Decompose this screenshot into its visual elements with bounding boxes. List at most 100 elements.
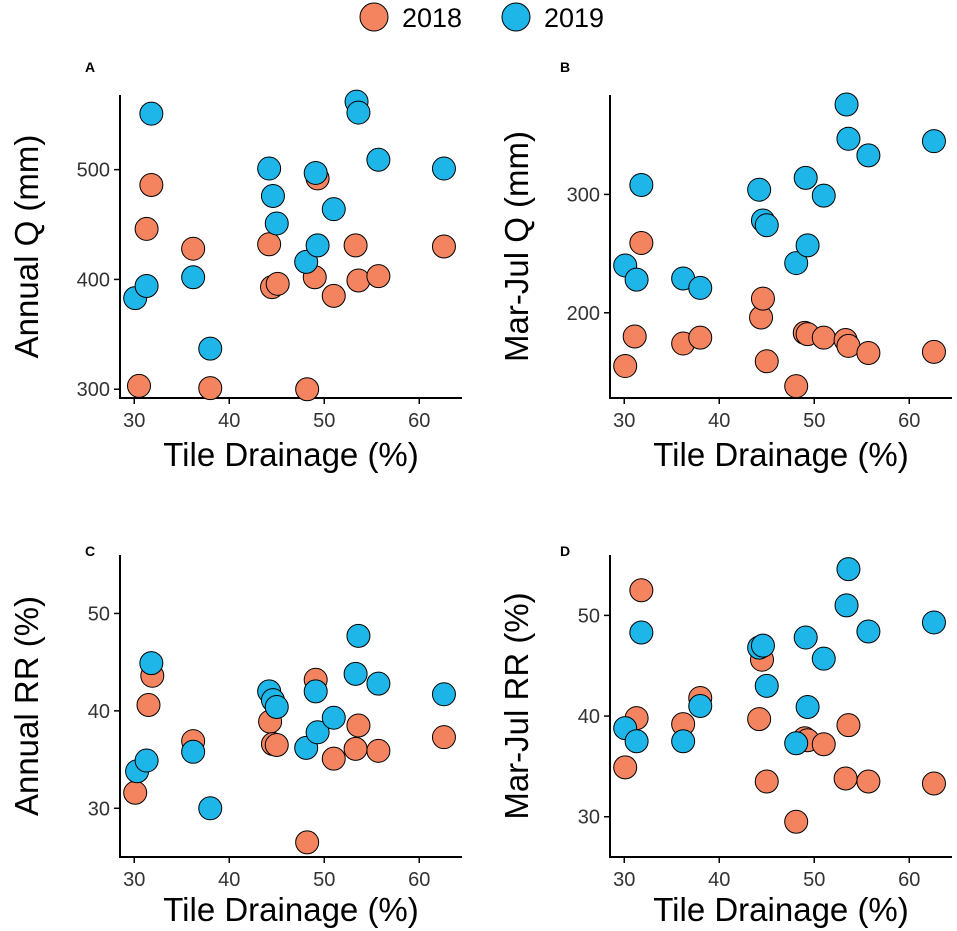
series-2019 bbox=[613, 92, 946, 300]
data-point-2019 bbox=[793, 625, 818, 650]
data-point-2019 bbox=[366, 671, 391, 696]
data-point-2019 bbox=[921, 610, 946, 635]
data-point-2018 bbox=[784, 374, 809, 399]
data-point-2018 bbox=[343, 736, 368, 761]
data-point-2018 bbox=[856, 341, 881, 366]
data-point-2018 bbox=[257, 232, 282, 257]
data-point-2019 bbox=[139, 101, 164, 126]
x-tick-label: 50 bbox=[313, 410, 335, 432]
data-point-2018 bbox=[295, 377, 320, 402]
y-tick-label: 30 bbox=[88, 798, 110, 820]
data-point-2018 bbox=[754, 769, 779, 794]
x-tick-label: 30 bbox=[613, 869, 635, 891]
legend-label-2019: 2019 bbox=[544, 3, 604, 33]
data-point-2019 bbox=[629, 620, 654, 645]
data-point-2019 bbox=[181, 739, 206, 764]
panel-letter: C bbox=[85, 543, 95, 559]
x-axis-title: Tile Drainage (%) bbox=[163, 891, 419, 928]
data-point-2018 bbox=[747, 707, 772, 732]
scatter-panels: A 30 40 50 60 300 400 500 Tile Drainage (%) Annua… bbox=[8, 59, 952, 928]
data-point-2019 bbox=[856, 143, 881, 168]
data-point-2019 bbox=[688, 694, 713, 718]
data-point-2019 bbox=[181, 265, 206, 290]
data-point-2018 bbox=[921, 339, 946, 364]
data-point-2018 bbox=[629, 230, 654, 255]
y-tick-label: 50 bbox=[578, 605, 600, 627]
legend-label-2018: 2018 bbox=[402, 3, 462, 33]
x-tick-label: 40 bbox=[218, 410, 240, 432]
legend-marker-2019 bbox=[501, 2, 531, 32]
data-point-2019 bbox=[321, 197, 346, 222]
y-tick-label: 400 bbox=[77, 269, 110, 291]
data-point-2019 bbox=[198, 796, 223, 821]
legend-marker-2018 bbox=[359, 2, 389, 32]
panel-letter: D bbox=[560, 543, 570, 559]
series-2018 bbox=[127, 166, 456, 402]
y-axis-title: Mar-Jul Q (mm) bbox=[498, 131, 535, 362]
data-point-2019 bbox=[834, 92, 859, 117]
data-point-2019 bbox=[139, 651, 164, 676]
x-tick-label: 60 bbox=[898, 869, 920, 891]
series-2019 bbox=[123, 89, 456, 361]
data-point-2019 bbox=[134, 748, 159, 773]
data-point-2019 bbox=[431, 682, 456, 707]
x-tick-label: 30 bbox=[613, 410, 635, 432]
data-point-2019 bbox=[750, 633, 775, 658]
y-tick-label: 40 bbox=[88, 701, 110, 723]
data-point-2018 bbox=[811, 732, 836, 757]
data-point-2019 bbox=[836, 126, 861, 151]
data-point-2019 bbox=[836, 557, 861, 582]
data-point-2019 bbox=[134, 274, 159, 299]
y-tick-label: 300 bbox=[567, 184, 600, 206]
data-point-2019 bbox=[793, 165, 818, 190]
data-point-2019 bbox=[303, 160, 328, 185]
data-point-2018 bbox=[123, 780, 148, 805]
data-point-2018 bbox=[856, 769, 881, 794]
data-point-2019 bbox=[346, 623, 371, 648]
series-2018 bbox=[613, 230, 946, 399]
data-point-2019 bbox=[198, 336, 223, 361]
y-tick-label: 200 bbox=[567, 303, 600, 325]
data-point-2019 bbox=[856, 619, 881, 644]
x-tick-label: 60 bbox=[898, 410, 920, 432]
x-tick-label: 50 bbox=[803, 869, 825, 891]
data-point-2019 bbox=[294, 249, 319, 274]
y-axis-title: Mar-Jul RR (%) bbox=[498, 592, 535, 819]
x-tick-label: 60 bbox=[408, 869, 430, 891]
data-point-2018 bbox=[139, 173, 164, 198]
data-point-2018 bbox=[833, 766, 858, 791]
data-point-2018 bbox=[181, 236, 206, 261]
data-point-2018 bbox=[629, 578, 654, 603]
data-point-2018 bbox=[127, 373, 151, 398]
data-point-2019 bbox=[784, 731, 809, 756]
x-tick-label: 50 bbox=[803, 410, 825, 432]
data-point-2019 bbox=[629, 172, 654, 197]
data-point-2019 bbox=[688, 275, 713, 300]
panel-B: B 30 40 50 60 200 300 Tile Drainage (%) Mar-Jul … bbox=[498, 59, 952, 473]
data-point-2019 bbox=[431, 156, 456, 181]
data-point-2019 bbox=[747, 177, 772, 202]
data-point-2018 bbox=[811, 325, 836, 350]
data-point-2018 bbox=[343, 233, 368, 258]
data-point-2018 bbox=[622, 324, 647, 349]
data-point-2018 bbox=[836, 713, 861, 738]
data-point-2018 bbox=[321, 283, 346, 308]
data-point-2019 bbox=[264, 211, 289, 236]
series-2019 bbox=[613, 557, 946, 756]
data-point-2019 bbox=[784, 251, 809, 276]
data-point-2018 bbox=[295, 830, 320, 855]
data-point-2018 bbox=[750, 286, 775, 311]
data-point-2019 bbox=[305, 720, 330, 745]
panel-letter: A bbox=[85, 59, 95, 75]
data-point-2019 bbox=[264, 694, 289, 719]
data-point-2018 bbox=[688, 325, 713, 350]
data-point-2018 bbox=[321, 746, 346, 771]
x-axis-title: Tile Drainage (%) bbox=[653, 891, 909, 928]
data-point-2018 bbox=[134, 216, 159, 241]
data-point-2019 bbox=[303, 679, 328, 704]
series-2019 bbox=[125, 623, 456, 821]
y-tick-label: 500 bbox=[77, 160, 110, 182]
y-tick-label: 50 bbox=[88, 603, 110, 625]
data-point-2019 bbox=[343, 661, 368, 686]
